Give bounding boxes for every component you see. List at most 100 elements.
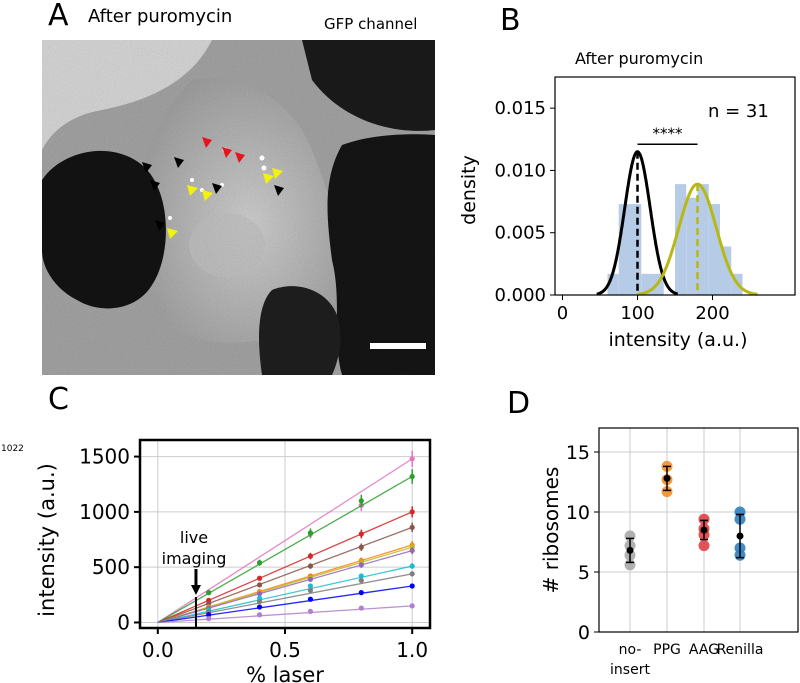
mean-point: [736, 532, 744, 540]
y-tick-label: 15: [566, 442, 590, 464]
data-point: [307, 596, 314, 602]
panel-d-letter: D: [507, 386, 531, 421]
data-point: [256, 612, 263, 618]
ribosome-point: [698, 540, 710, 552]
data-point: [256, 560, 263, 566]
microscopy-image: GFP channel: [42, 40, 435, 375]
panel-a-letter: A: [48, 0, 69, 33]
data-point: [409, 583, 415, 589]
y-tick-label: 0.000: [494, 285, 546, 306]
x-tick-label: 0: [557, 303, 568, 324]
fit-line: [157, 573, 413, 624]
histogram-bar: [708, 204, 720, 295]
x-tick-label: 200: [695, 303, 729, 324]
panel-a-title: After puromycin: [88, 6, 233, 27]
data-point: [206, 616, 212, 622]
chart-c-xlabel: % laser: [246, 663, 324, 683]
channel-label-visible: GFP channel: [324, 15, 418, 33]
x-tick-label: 0.0: [142, 638, 174, 662]
histogram-bar: [686, 197, 698, 295]
data-point: [206, 590, 212, 596]
data-point: [409, 547, 415, 554]
yellow-arrowheads: [167, 168, 283, 239]
data-point: [307, 608, 314, 615]
category-label: no-: [619, 642, 642, 658]
histogram-bar: [720, 246, 732, 295]
data-point: [256, 591, 263, 597]
data-point: [307, 530, 314, 536]
histogram-bar: [607, 273, 619, 295]
chart-d-frame: [598, 427, 799, 633]
y-tick-label: 5: [578, 562, 590, 584]
category-label: Renilla: [717, 642, 764, 658]
gaussian-fit-curve: [637, 182, 758, 296]
data-point: [307, 553, 314, 559]
histogram-bar: [630, 204, 642, 295]
ribosome-point: [661, 486, 673, 498]
data-point: [409, 509, 415, 515]
data-point: [358, 605, 364, 611]
y-tick-label: 1000: [79, 500, 130, 524]
data-point: [256, 582, 263, 588]
y-tick-label: 0.010: [494, 160, 546, 181]
chart-c: live imaging 0.0 0.5 1.0 0 500 1000 1500 % laser i…: [35, 438, 432, 683]
fit-line: [157, 549, 413, 624]
chart-b: After puromycin **** n = 31 0 100 200 0.000 0.0…: [460, 49, 796, 351]
mean-point: [663, 474, 671, 482]
chart-d-ylabel: # ribosomes: [539, 467, 563, 594]
y-tick-label: 10: [566, 502, 590, 524]
x-tick-label: 100: [620, 303, 654, 324]
fit-line: [157, 585, 413, 624]
data-point: [358, 544, 364, 550]
data-point: [358, 498, 364, 504]
y-tick-label: 0: [578, 622, 590, 644]
side-label: 1022: [1, 444, 24, 454]
category-label: AAG: [689, 642, 719, 658]
data-point: [256, 575, 263, 581]
data-point: [358, 577, 364, 584]
scale-bar: [370, 343, 426, 349]
data-point: [206, 612, 212, 618]
data-point: [307, 563, 314, 569]
black-arrowheads: [142, 157, 284, 231]
mean-point: [626, 546, 634, 554]
fit-line: [157, 565, 413, 624]
microscopy-svg: [42, 40, 435, 375]
panel-c-letter: C: [48, 382, 69, 417]
histogram-bar: [618, 204, 630, 295]
annotation-line-1: live: [180, 528, 208, 547]
x-tick-label: 0.5: [269, 638, 301, 662]
data-point: [307, 587, 314, 593]
chart-c-ylabel: intensity (a.u.): [35, 463, 59, 617]
histogram-bar: [675, 184, 687, 295]
histogram-bar: [697, 184, 709, 295]
y-tick-label: 0.015: [494, 98, 546, 119]
annotation-line-2: imaging: [162, 549, 227, 568]
data-point: [358, 531, 364, 537]
red-arrowheads: [202, 137, 245, 163]
fit-line: [157, 458, 413, 624]
mean-point: [700, 526, 708, 534]
chart-b-ylabel: density: [460, 155, 480, 225]
y-tick-label: 1500: [79, 445, 130, 469]
fit-line: [157, 475, 413, 624]
data-point: [358, 590, 364, 596]
panel-b-letter: B: [500, 3, 521, 38]
fit-line: [157, 511, 413, 624]
category-label-line-2: insert: [610, 662, 650, 678]
data-point: [409, 473, 415, 480]
data-point: [409, 571, 415, 577]
y-tick-label: 0.005: [494, 223, 546, 244]
data-point: [307, 583, 314, 589]
category-label: PPG: [653, 642, 681, 658]
chart-b-xlabel: intensity (a.u.): [608, 329, 747, 351]
data-point: [256, 598, 263, 605]
data-point: [409, 563, 415, 569]
x-tick-label: 1.0: [396, 638, 428, 662]
fit-line: [157, 526, 413, 624]
data-point: [358, 573, 364, 579]
data-point: [409, 603, 415, 609]
data-point: [409, 456, 415, 462]
data-point: [307, 576, 314, 582]
